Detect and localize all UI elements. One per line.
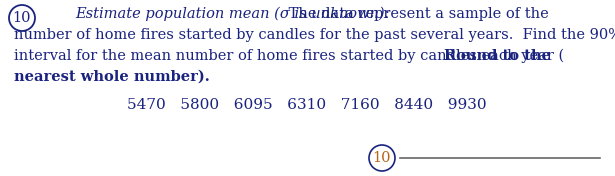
Text: interval for the mean number of home fires started by candles each year (: interval for the mean number of home fir… [14,49,564,63]
Text: nearest whole number).: nearest whole number). [14,70,210,84]
Text: 5470   5800   6095   6310   7160   8440   9930: 5470 5800 6095 6310 7160 8440 9930 [127,98,487,112]
Text: number of home fires started by candles for the past several years.  Find the 90: number of home fires started by candles … [14,28,615,42]
Text: 10: 10 [13,11,31,25]
Text: Estimate population mean (σ is unknown):: Estimate population mean (σ is unknown): [75,7,389,21]
Text: Round to the: Round to the [444,49,551,63]
Text: 10: 10 [373,151,391,165]
Text: The data represent a sample of the: The data represent a sample of the [284,7,549,21]
